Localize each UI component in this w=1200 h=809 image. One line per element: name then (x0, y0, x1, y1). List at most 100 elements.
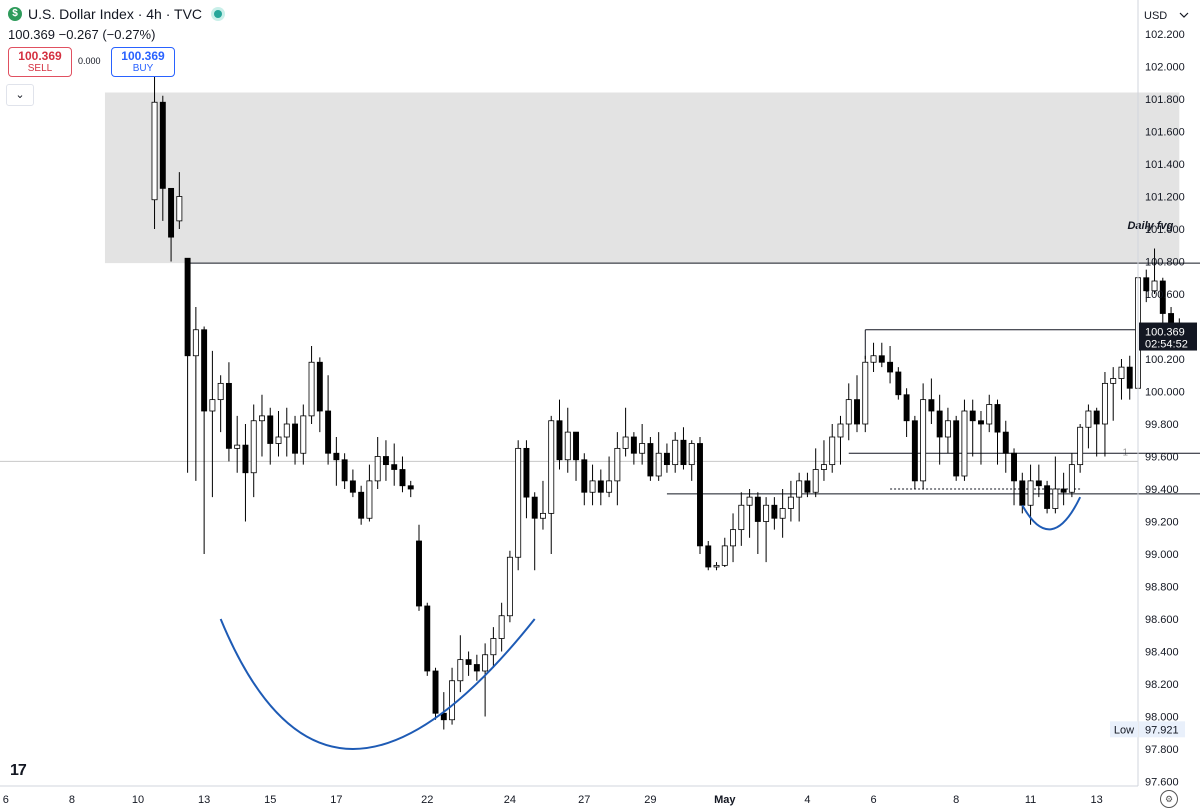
candle-body (515, 447, 522, 558)
price-tick-label: 101.200 (1145, 192, 1185, 204)
candle-body (804, 480, 811, 493)
candle-body (449, 680, 456, 721)
candle-body (1151, 280, 1158, 292)
time-tick-label: 27 (578, 794, 590, 806)
candle-body (862, 361, 869, 425)
price-tick-label: 102.000 (1145, 62, 1185, 74)
candle-body (267, 415, 274, 444)
countdown-timer: 02:54:52 (1145, 339, 1188, 351)
sell-price: 100.369 (18, 49, 62, 63)
candle-body (457, 659, 464, 682)
time-tick-label: 17 (330, 794, 342, 806)
candle-body (895, 371, 902, 396)
candle-body (308, 361, 315, 417)
low-value-badge (1139, 721, 1185, 738)
candle-body (168, 187, 175, 238)
price-tick-label: 102.200 (1145, 29, 1185, 41)
candle-body (556, 420, 563, 461)
time-tick-label: 4 (804, 794, 810, 806)
candle-body (697, 443, 703, 547)
price-tick-label: 101.400 (1145, 159, 1185, 171)
time-tick-label: 13 (1091, 794, 1103, 806)
candle-body (1068, 464, 1075, 493)
candle-body (184, 257, 191, 357)
candle-body (944, 420, 951, 438)
candle-body (159, 101, 166, 189)
candle-body (225, 382, 232, 449)
candle-body (688, 443, 695, 466)
candle-body (721, 545, 728, 566)
symbol-title[interactable]: U.S. Dollar Index · 4h · TVC (28, 6, 203, 22)
candle-body (399, 469, 406, 487)
candle-body (928, 399, 935, 412)
candle-body (854, 399, 860, 425)
market-open-icon (214, 10, 223, 18)
currency-label: USD (1144, 10, 1167, 22)
time-tick-label: 11 (1025, 794, 1036, 806)
price-tick-label: 101.800 (1145, 94, 1185, 106)
candle-body (1159, 280, 1166, 314)
candle-body (506, 556, 513, 617)
candle-body (903, 394, 910, 422)
candle-body (325, 410, 332, 454)
sell-button[interactable]: 100.369 SELL (8, 47, 72, 77)
candle-body (730, 529, 737, 547)
candle-body (1085, 410, 1092, 428)
candle-body (548, 420, 555, 514)
candle-body (1002, 431, 1009, 454)
candle-body (300, 415, 307, 454)
time-tick-label: 13 (198, 794, 210, 806)
candle-body (1118, 366, 1125, 379)
candle-body (242, 444, 249, 474)
price-tick-label: 100.200 (1145, 354, 1185, 366)
fvg-label: Daily fvg (1127, 220, 1173, 232)
price-tick-label: 101.600 (1145, 127, 1185, 139)
candle-body (878, 355, 885, 363)
candle-body (275, 436, 282, 444)
candle-body (969, 410, 976, 422)
candle-body (407, 485, 414, 490)
buy-button[interactable]: 100.369 BUY (111, 47, 175, 77)
candle-body (763, 504, 770, 522)
low-tag (1110, 721, 1138, 738)
candle-body (647, 443, 654, 477)
price-tick-label: 100.600 (1145, 289, 1185, 301)
price-tick-label: 99.800 (1145, 419, 1179, 431)
candle-body (358, 491, 365, 519)
candle-body (573, 431, 579, 461)
price-tick-label: 98.000 (1145, 712, 1179, 724)
candle-body (1093, 410, 1100, 425)
buy-price: 100.369 (121, 49, 165, 63)
candle-body (1077, 426, 1084, 466)
price-tick-label: 99.600 (1145, 452, 1179, 464)
spread-value: 0.000 (78, 56, 101, 66)
candle-body (845, 399, 852, 425)
time-tick-label: May (714, 794, 736, 806)
candle-body (482, 654, 489, 672)
candle-body (490, 638, 497, 656)
candle-body (234, 444, 241, 449)
time-tick-label: 8 (953, 794, 959, 806)
collapse-legend-button[interactable]: ⌄ (6, 84, 34, 106)
candle-body (622, 436, 629, 449)
last-price-value: 100.369 (1145, 327, 1185, 339)
candle-body (1060, 488, 1067, 493)
last-price-badge (1139, 322, 1197, 351)
candle-body (663, 452, 670, 466)
candle-body (986, 404, 993, 425)
candle-body (978, 420, 984, 425)
settings-button[interactable]: ⚙ (1160, 790, 1178, 808)
sell-label: SELL (27, 63, 53, 74)
candle-body (994, 404, 1001, 433)
symbol-header[interactable]: $ U.S. Dollar Index · 4h · TVC (8, 6, 223, 22)
candle-body (1126, 366, 1133, 389)
candle-body (920, 399, 927, 482)
candle-body (1101, 382, 1108, 425)
candle-body (1052, 488, 1059, 509)
candle-body (1143, 277, 1150, 292)
tradingview-logo: 17 (10, 762, 27, 779)
candle-body (829, 436, 836, 466)
time-tick-label: 6 (870, 794, 876, 806)
candle-body (192, 329, 199, 357)
